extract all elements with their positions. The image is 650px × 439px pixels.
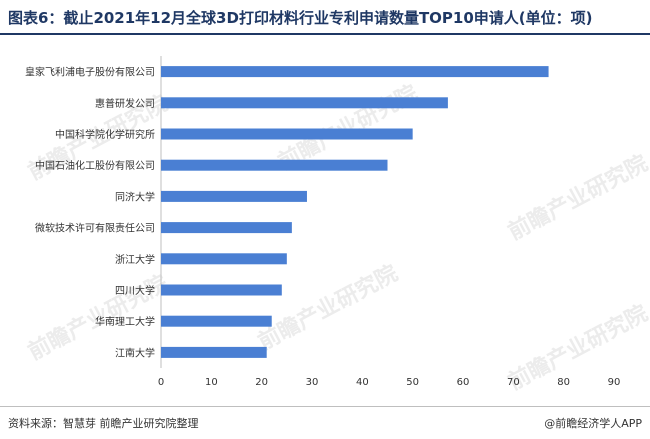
x-tick-label: 90 — [608, 377, 621, 388]
category-label: 惠普研发公司 — [95, 97, 155, 110]
title-divider — [0, 33, 650, 35]
bar — [161, 159, 388, 171]
bar — [161, 346, 267, 358]
x-tick-label: 50 — [406, 377, 419, 388]
x-tick-label: 10 — [205, 377, 218, 388]
bar — [161, 190, 307, 202]
x-tick-label: 0 — [158, 377, 164, 388]
source-note: 资料来源：智慧芽 前瞻产业研究院整理 — [8, 417, 199, 430]
title-bar: 图表6：截止2021年12月全球3D打印材料行业专利申请数量TOP10申请人(单… — [0, 0, 650, 36]
footer: 资料来源：智慧芽 前瞻产业研究院整理 @前瞻经济学人APP — [0, 406, 650, 439]
category-label: 华南理工大学 — [95, 315, 155, 328]
category-label: 中国科学院化学研究所 — [55, 128, 155, 141]
category-label: 皇家飞利浦电子股份有限公司 — [25, 66, 155, 79]
x-tick-label: 80 — [557, 377, 570, 388]
x-tick-label: 20 — [255, 377, 268, 388]
chart-title: 图表6：截止2021年12月全球3D打印材料行业专利申请数量TOP10申请人(单… — [8, 9, 593, 27]
bar-chart: 皇家飞利浦电子股份有限公司惠普研发公司中国科学院化学研究所中国石油化工股份有限公… — [25, 56, 621, 388]
category-label: 中国石油化工股份有限公司 — [35, 159, 155, 172]
bar — [161, 222, 292, 234]
category-label: 浙江大学 — [115, 253, 155, 266]
x-tick-label: 40 — [356, 377, 369, 388]
bar — [161, 97, 448, 109]
bar — [161, 284, 282, 296]
brand-credit: @前瞻经济学人APP — [544, 417, 642, 430]
bar — [161, 315, 272, 327]
x-tick-label: 70 — [507, 377, 520, 388]
x-tick-label: 60 — [457, 377, 470, 388]
category-label: 四川大学 — [115, 284, 155, 297]
bar — [161, 253, 287, 265]
bar — [161, 128, 413, 140]
x-tick-label: 30 — [306, 377, 319, 388]
category-label: 同济大学 — [115, 190, 155, 203]
bar — [161, 66, 549, 78]
category-label: 微软技术许可有限责任公司 — [35, 222, 155, 235]
category-label: 江南大学 — [115, 346, 155, 359]
